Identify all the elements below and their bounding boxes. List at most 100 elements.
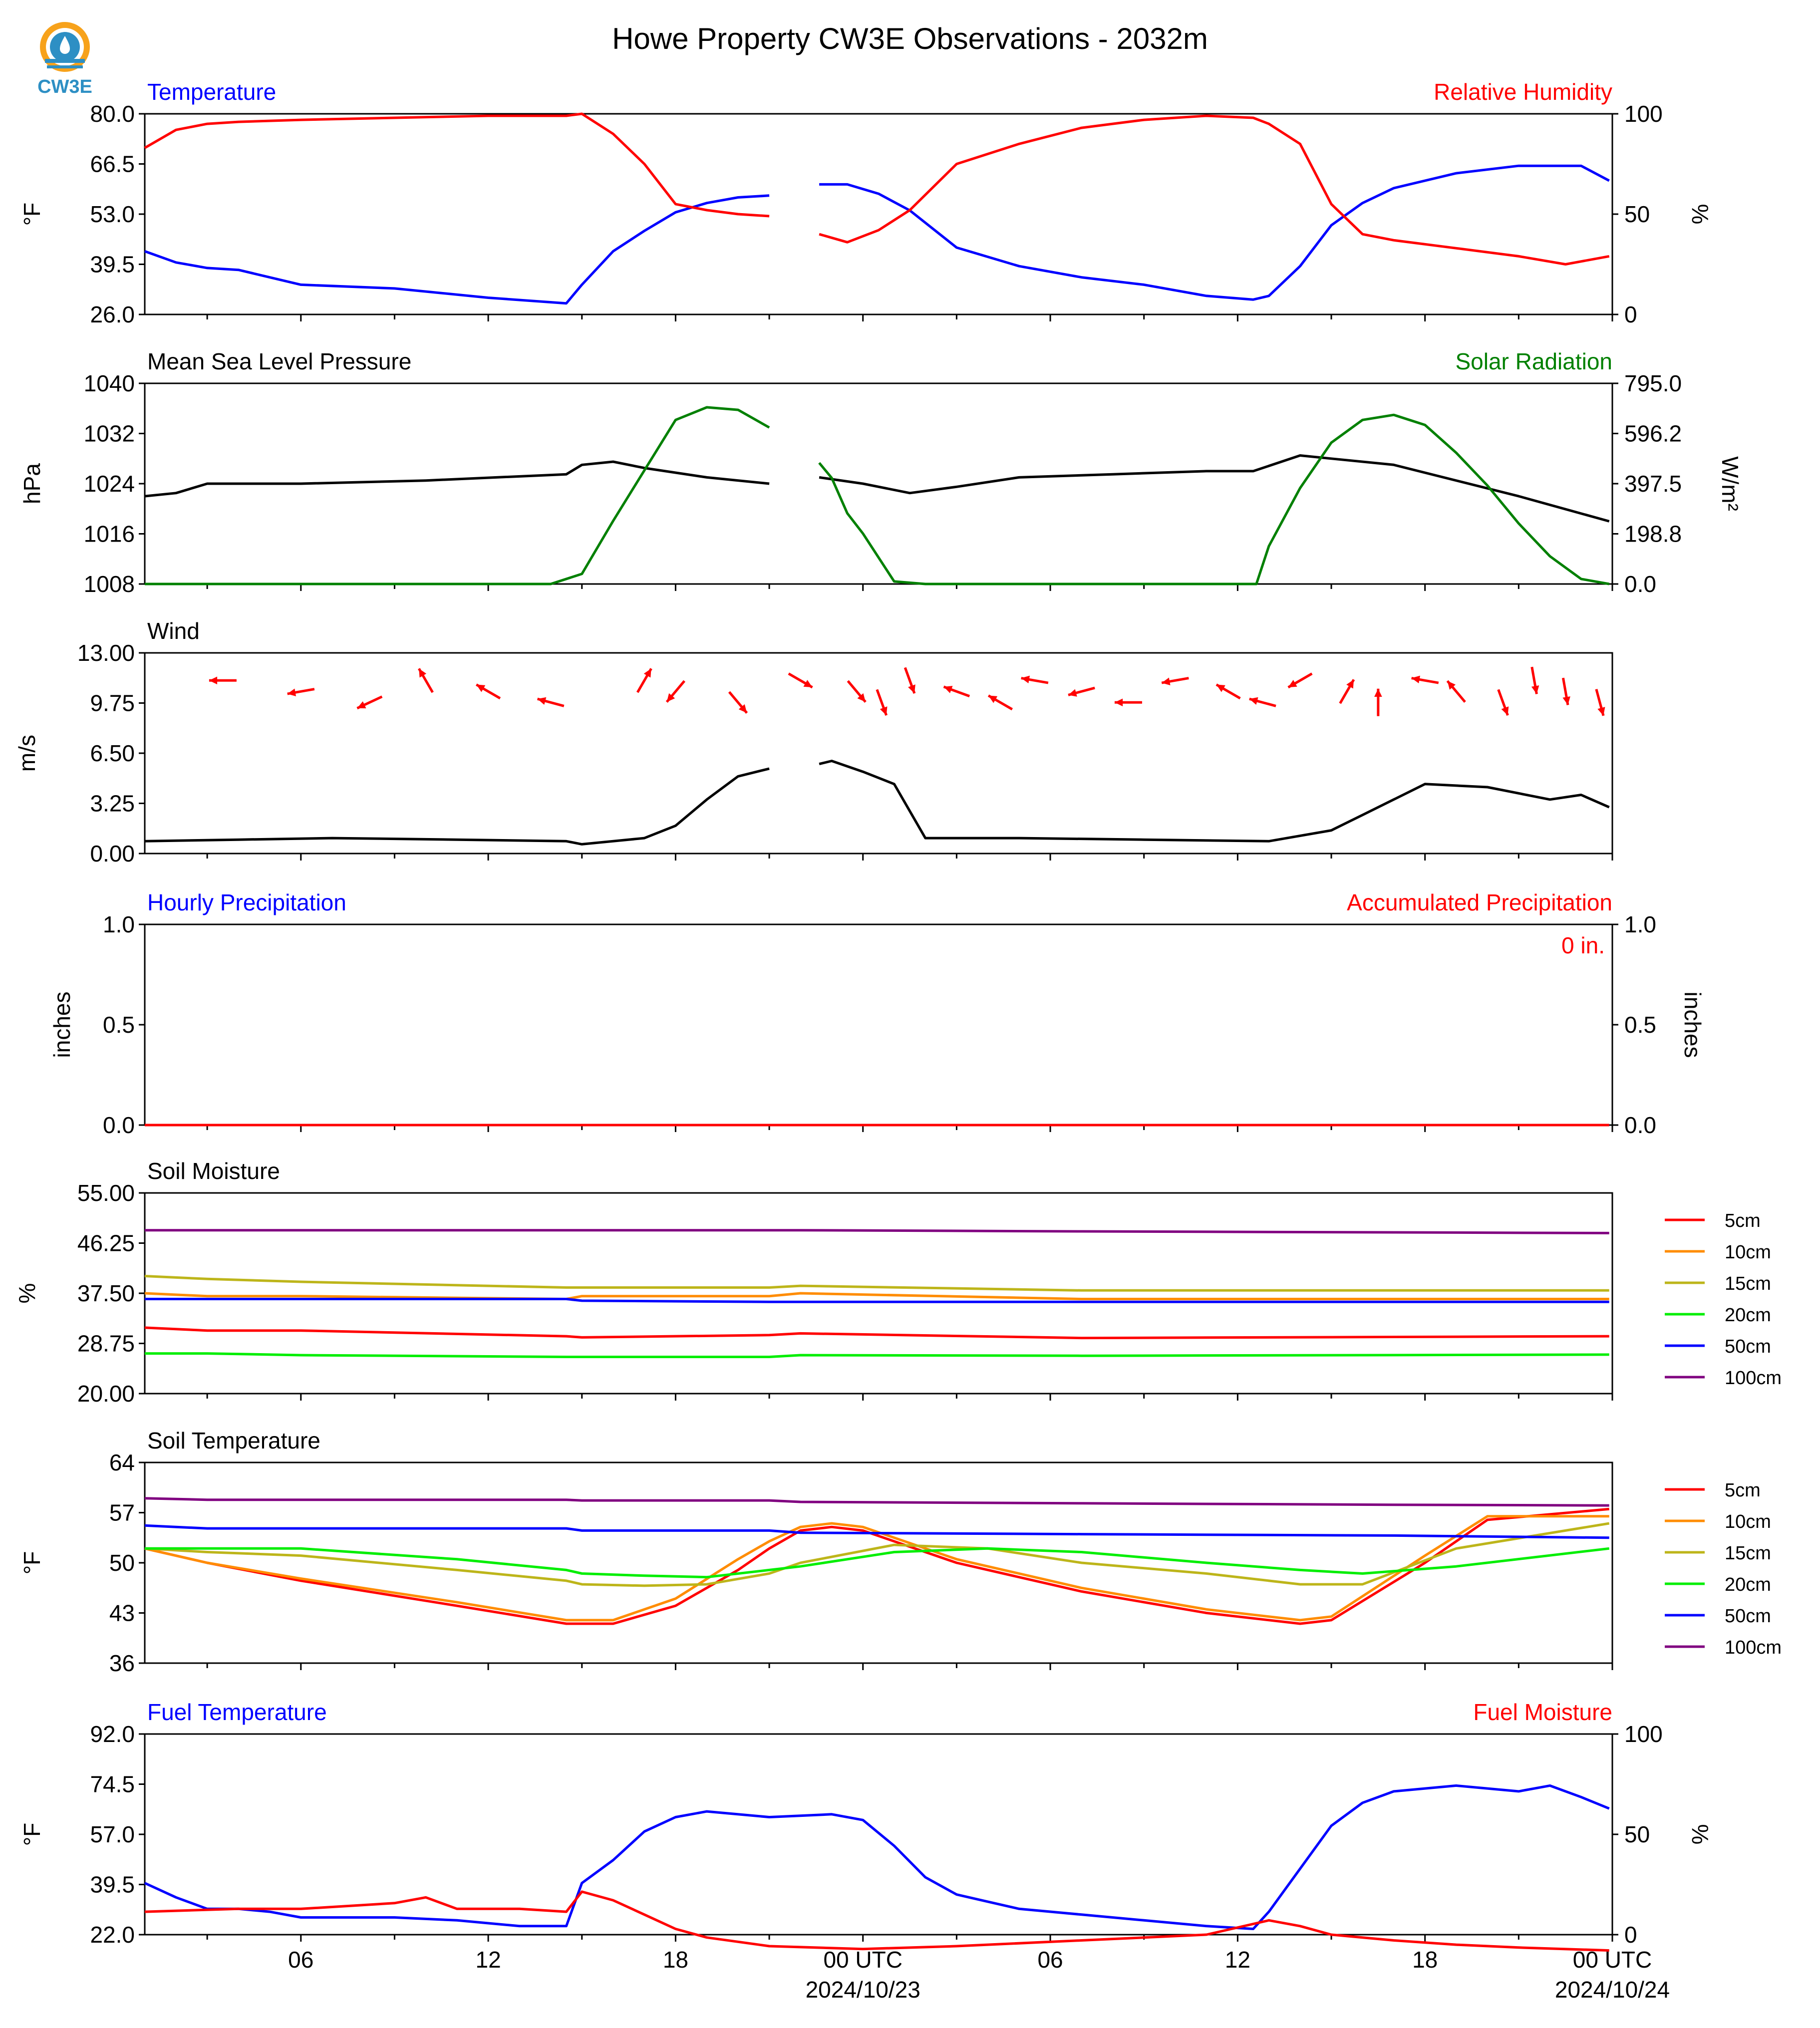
fuel-moisture-label: Fuel Moisture (1473, 1699, 1612, 1725)
y-axis-unit: °F (19, 203, 45, 226)
panel-5: Soil Moisture 55.00 46.25 37.50 28.75 20.00% 5… (14, 1158, 1782, 1407)
series-15cm (144, 1275, 1609, 1292)
y-tick-label: 39.5 (90, 1872, 135, 1898)
panel-frame (144, 382, 1613, 585)
series-temperature-seg-0 (144, 194, 770, 305)
y-axis-unit: m/s (14, 735, 40, 772)
y-tick-label: 37.50 (77, 1280, 135, 1306)
panel-1: Temperature Relative Humidity 80.0 66.5 53.0… (19, 79, 1713, 327)
wind-arrow-head (357, 701, 366, 709)
wind-arrow-head (988, 695, 998, 703)
panel-frame (144, 1192, 1613, 1395)
wind-arrow (1114, 698, 1142, 707)
series-solar-radiation-seg-0 (145, 406, 770, 585)
wind-arrow (1561, 677, 1570, 705)
wind-arrow (876, 689, 888, 716)
series-mean-sea-level-pressure-seg-0 (144, 460, 770, 498)
y-tick-label: 66.5 (90, 151, 135, 177)
y2-tick-label: 1.0 (1624, 911, 1656, 937)
y2-tick-label: 198.8 (1624, 521, 1682, 547)
y2-tick-label: 0.0 (1624, 1112, 1656, 1138)
y-tick-label: 1032 (84, 421, 135, 447)
legend-label: 50cm (1725, 1606, 1771, 1627)
wind-arrow-head (643, 668, 651, 678)
series-50cm (144, 1524, 1609, 1539)
y-axis-unit: % (14, 1283, 40, 1304)
wind-arrow (1595, 689, 1605, 716)
hourly-precip-label: Hourly Precipitation (147, 889, 346, 915)
panel-frame (144, 113, 1613, 315)
y-tick-label: 39.5 (90, 252, 135, 278)
y-tick-label: 43 (109, 1600, 135, 1626)
wind-arrow-head (1531, 685, 1539, 694)
legend-label: 10cm (1725, 1511, 1771, 1532)
legend-label: 100cm (1725, 1368, 1782, 1389)
wind-label: Wind (147, 618, 200, 644)
series-50cm (145, 1298, 1609, 1303)
y-tick-label: 22.0 (90, 1922, 135, 1948)
series-solar-radiation-seg-1 (818, 413, 1610, 585)
y2-axis-unit: % (1687, 1824, 1713, 1845)
panel-3: Wind 13.00 9.75 6.50 3.25 0.00 m/s (14, 618, 1613, 867)
y2-tick-label: 0 (1624, 1922, 1637, 1948)
wind-arrow-head (1068, 689, 1077, 697)
logo-text: CW3E (37, 76, 92, 97)
y-tick-label: 1.0 (103, 911, 135, 937)
wind-arrow-head (1374, 688, 1382, 697)
wind-arrow-head (287, 688, 297, 696)
panel-frame (144, 923, 1613, 1126)
wind-arrow (1497, 689, 1509, 716)
y2-tick-label: 50 (1624, 201, 1650, 227)
wind-arrow (1287, 672, 1313, 689)
wind-arrow-head (1346, 679, 1354, 689)
series-relative-humidity-seg-1 (819, 114, 1610, 266)
y-tick-label: 64 (109, 1449, 135, 1475)
date-label: 2024/10/24 (1555, 1977, 1670, 2003)
y2-axis-unit: W/m² (1717, 456, 1743, 511)
series-20cm (145, 1547, 1609, 1579)
wind-arrow (1215, 683, 1241, 700)
wind-arrow (1411, 675, 1439, 684)
y-tick-label: 53.0 (90, 201, 135, 227)
soil-moisture-label: Soil Moisture (147, 1158, 280, 1184)
wind-arrow (636, 668, 652, 693)
y-tick-label: 0.0 (103, 1112, 135, 1138)
y2-tick-label: 0.0 (1624, 571, 1656, 597)
series-relative-humidity-seg-0 (144, 112, 770, 218)
legend-label: 20cm (1725, 1305, 1771, 1326)
wind-arrow-head (1162, 677, 1171, 685)
y-tick-label: 80.0 (90, 101, 135, 127)
wind-arrow-head (419, 668, 427, 678)
legend-label: 5cm (1725, 1210, 1761, 1231)
y-tick-label: 92.0 (90, 1721, 135, 1747)
cw3e-logo: CW3E (35, 18, 95, 103)
panel-frame (144, 1461, 1613, 1664)
time-tick-label: 18 (1412, 1947, 1438, 1973)
y-tick-label: 13.00 (77, 640, 135, 666)
wind-arrow (1249, 697, 1276, 707)
series-100cm (145, 1229, 1609, 1234)
time-tick-label: 00 UTC (1573, 1947, 1652, 1973)
y-tick-label: 0.00 (90, 841, 135, 867)
wind-arrow (665, 680, 685, 703)
series-20cm (145, 1352, 1609, 1358)
time-tick-label: 06 (1037, 1947, 1063, 1973)
wind-arrow (418, 668, 434, 693)
y-tick-label: 1008 (84, 571, 135, 597)
wind-arrow-head (1597, 707, 1605, 716)
wind-arrow (1021, 675, 1049, 684)
y2-tick-label: 0 (1624, 301, 1637, 327)
wind-arrow (1161, 677, 1189, 685)
fuel-temperature-label: Fuel Temperature (147, 1699, 327, 1725)
series-10cm (144, 1292, 1609, 1300)
panel-2: Mean Sea Level Pressure Solar Radiation 10… (19, 348, 1743, 597)
wind-arrow (943, 685, 970, 698)
y2-axis-unit: % (1687, 204, 1713, 225)
wind-arrow (287, 688, 315, 696)
y-tick-label: 1024 (84, 471, 135, 497)
y-axis-unit: inches (49, 992, 75, 1058)
y2-tick-label: 100 (1624, 1721, 1663, 1747)
legend-label: 100cm (1725, 1637, 1782, 1658)
y-tick-label: 57 (109, 1500, 135, 1526)
temperature-label: Temperature (147, 79, 276, 105)
